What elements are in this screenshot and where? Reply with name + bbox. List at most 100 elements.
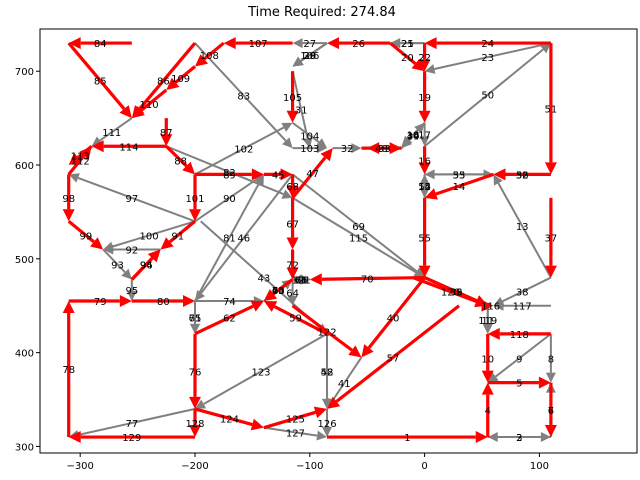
edge-79 (68, 295, 132, 308)
edge-17 (419, 122, 430, 147)
edge-label: 4 (485, 406, 491, 417)
edge-arrowhead (487, 432, 498, 443)
edge-label: 9 (516, 354, 522, 365)
edge-line (112, 220, 196, 248)
edge-label: 2 (516, 433, 522, 444)
edge-19 (418, 71, 431, 123)
edge-line (263, 426, 318, 437)
edge-line (273, 305, 328, 336)
edge-line (291, 70, 309, 139)
edge-line (67, 220, 95, 244)
edge-arrowhead (68, 152, 82, 166)
edge-label: 42 (321, 367, 334, 378)
edge-arrowhead (286, 185, 299, 198)
edge-label: 33 (378, 144, 391, 155)
edge-arrowhead (263, 301, 278, 312)
edge-arrowhead (538, 376, 551, 389)
edge-arrowhead (166, 77, 180, 90)
edge-arrowhead (474, 295, 488, 308)
x-tick-label: −200 (181, 461, 208, 472)
plot-frame (39, 28, 638, 454)
edge-label: 13 (516, 222, 529, 233)
edge-label: 96 (140, 260, 153, 271)
edge-115 (292, 196, 425, 278)
edge-line (203, 41, 225, 61)
y-axis: 300 400 500 600 700 (15, 67, 40, 453)
edge-arrowhead (194, 399, 207, 409)
edge-label: 102 (234, 145, 253, 156)
edge-label: 70 (361, 275, 374, 286)
edge-label: 76 (189, 367, 202, 378)
edge-52 (493, 168, 551, 181)
edge-line (502, 276, 552, 303)
edge-59 (263, 301, 328, 336)
edge-24 (424, 37, 551, 50)
edge-line (263, 410, 316, 430)
edge-label: 98 (62, 194, 75, 205)
x-tick-label: 100 (530, 461, 549, 472)
edge-label: 66 (295, 275, 308, 286)
edge-line (174, 65, 197, 84)
edge-line (300, 42, 328, 62)
edge-label: 58 (321, 367, 334, 378)
edge-arrowhead (68, 173, 80, 183)
edge-label: 109 (171, 74, 190, 85)
edge-arrowhead (286, 237, 299, 250)
edge-127 (263, 426, 328, 441)
edge-label: 121 (292, 275, 311, 286)
edge-line (400, 129, 419, 149)
edge-arrowhead (251, 168, 264, 181)
edge-arrowhead (544, 162, 557, 175)
edge-line (412, 276, 478, 303)
edge-70 (309, 273, 425, 286)
edge-arrowhead (418, 265, 431, 278)
x-axis: −300 −200 −100 0 100 (66, 453, 549, 472)
edge-arrowhead (348, 345, 362, 358)
edge-label: 37 (545, 234, 558, 245)
edge-label: 14 (453, 182, 466, 193)
edge-108 (194, 41, 225, 67)
edge-label: 122 (317, 328, 336, 339)
edge-label: 111 (102, 128, 121, 139)
edge-83 (194, 42, 293, 149)
edge-124 (194, 407, 264, 431)
edge-arrowhead (414, 122, 425, 134)
edge-26 (327, 37, 391, 50)
edge-label: 90 (223, 194, 236, 205)
edge-arrowhead (250, 300, 264, 312)
edge-8 (545, 333, 556, 383)
edge-line (99, 117, 133, 142)
edge-arrowhead (424, 64, 436, 74)
edge-label: 21 (401, 39, 414, 50)
edge-arrowhead (313, 406, 328, 419)
edge-117 (493, 300, 551, 311)
edge-125 (263, 406, 328, 430)
edge-label: 105 (283, 93, 302, 104)
edge-95 (126, 279, 137, 302)
edge-arrowhead (481, 382, 494, 395)
edge-label: 123 (251, 367, 270, 378)
edge-label: 68 (286, 182, 299, 193)
edge-14 (424, 172, 495, 200)
edge-arrowhead (188, 396, 201, 409)
edge-line (130, 257, 154, 281)
edge-arrowhead (361, 344, 374, 358)
edge-104 (291, 121, 328, 149)
edge-label: 46 (237, 234, 250, 245)
y-tick-label: 400 (15, 349, 34, 360)
edge-label: 30 (303, 51, 316, 62)
edge-arrowhead (121, 268, 132, 280)
edge-arrowhead (131, 105, 145, 119)
edge-arrowhead (320, 148, 333, 162)
edge-line (77, 176, 196, 223)
edge-label: 99 (80, 231, 93, 242)
edge-label: 67 (286, 220, 299, 231)
edge-line (102, 248, 126, 273)
edge-arrowhead (286, 267, 299, 280)
edge-45 (263, 168, 293, 181)
edge-arrowhead (418, 162, 431, 175)
edge-label: 11 (481, 316, 494, 327)
edge-89 (194, 168, 264, 181)
edge-label: 16 (418, 156, 431, 167)
